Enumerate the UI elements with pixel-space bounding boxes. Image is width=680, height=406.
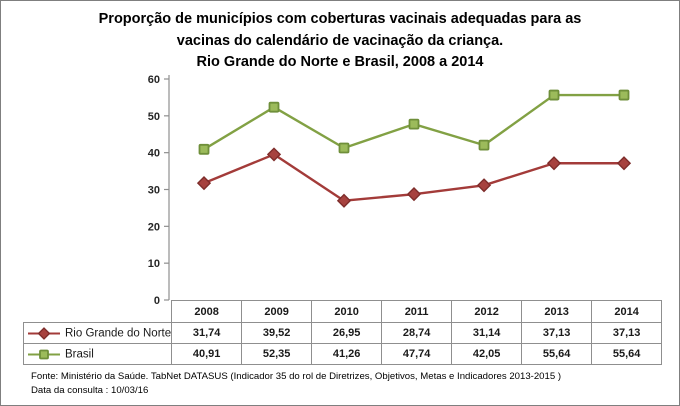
y-axis-tick-label: 40: [148, 148, 160, 160]
series-marker-rio-grande-do-norte-diamond: [266, 147, 282, 162]
value-cell: 37,13: [591, 322, 663, 344]
value-cell: 52,35: [241, 343, 313, 365]
y-axis-tick-label: 20: [148, 221, 160, 233]
series-marker-brasil-square: [478, 139, 490, 151]
chart-title-line-3: Rio Grande do Norte e Brasil, 2008 a 201…: [196, 54, 484, 70]
series-marker-brasil-square: [39, 349, 49, 359]
table-header-row: 2008 2009 2010 2011 2012 2013 2014: [24, 300, 663, 323]
series-marker-brasil-square: [338, 142, 350, 154]
data-table: 2008 2009 2010 2011 2012 2013 2014 Rio Grande d…: [22, 300, 663, 365]
value-cell: 40,91: [171, 343, 243, 365]
y-axis-tick-label: 60: [148, 74, 160, 86]
series-marker-rio-grande-do-norte-diamond: [196, 175, 212, 191]
value-cell: 26,95: [311, 322, 383, 344]
brasil-legend-marker-icon: [28, 349, 60, 359]
rio-grande-do-norte-legend-marker-icon: [28, 326, 60, 340]
year-header-cell: 2012: [451, 300, 523, 323]
series-line-brasil: [203, 93, 624, 151]
value-cell: 31,74: [171, 322, 243, 344]
series-marker-brasil-square: [268, 101, 280, 113]
value-cell: 42,05: [451, 343, 523, 365]
y-axis-tick-label: 10: [148, 258, 160, 270]
footer-date: Data da consulta : 10/03/16: [31, 385, 149, 396]
y-axis-tick-label: 30: [148, 185, 160, 197]
series-marker-brasil-square: [618, 89, 630, 101]
value-cell: 37,13: [521, 322, 593, 344]
series-marker-rio-grande-do-norte-diamond: [616, 156, 632, 171]
footer-source: Fonte: Ministério da Saúde. TabNet DATAS…: [31, 371, 562, 382]
table-row-rio-grande-do-norte: Rio Grande do Norte 31,74 39,52 26,95 28,74 3…: [22, 322, 663, 344]
series-marker-rio-grande-do-norte-diamond: [336, 193, 352, 208]
legend-label: Rio Grande do Norte: [65, 327, 172, 339]
value-cell: 39,52: [241, 322, 313, 344]
chart-title-line-1: Proporção de municípios com coberturas v…: [98, 11, 582, 27]
legend-label: Brasil: [65, 348, 94, 360]
series-marker-rio-grande-do-norte-diamond: [476, 178, 492, 193]
value-cell: 28,74: [381, 322, 453, 344]
legend-cell-brasil: Brasil: [22, 343, 173, 365]
series-marker-brasil-square: [408, 118, 420, 130]
year-header-cell: 2009: [241, 300, 313, 323]
series-marker-brasil-square: [548, 89, 560, 101]
chart-title: Proporção de municípios com coberturas v…: [1, 9, 679, 74]
value-cell: 47,74: [381, 343, 453, 365]
year-header-cell: 2013: [521, 300, 593, 323]
value-cell: 41,26: [311, 343, 383, 365]
table-corner-spacer: [24, 301, 172, 323]
year-header-cell: 2010: [311, 300, 383, 323]
series-marker-rio-grande-do-norte-diamond: [406, 187, 422, 202]
series-marker-brasil-square: [198, 143, 210, 155]
series-marker-rio-grande-do-norte-diamond: [546, 156, 562, 171]
series-marker-rio-grande-do-norte-diamond: [37, 326, 51, 340]
y-axis-tick-label: 50: [148, 111, 160, 123]
value-cell: 55,64: [591, 343, 663, 365]
year-header-cell: 2011: [381, 300, 453, 323]
value-cell: 55,64: [521, 343, 593, 365]
chart-footer: Fonte: Ministério da Saúde. TabNet DATAS…: [31, 370, 561, 398]
table-row-brasil: Brasil 40,91 52,35 41,26 47,74 42,05 55,64 55,6…: [22, 343, 663, 365]
value-cell: 31,14: [451, 322, 523, 344]
series-line-rio-grande-do-norte: [203, 153, 624, 202]
year-header-cell: 2008: [171, 300, 243, 323]
year-header-cell: 2014: [591, 300, 663, 323]
legend-cell-rio-grande-do-norte: Rio Grande do Norte: [22, 322, 173, 344]
chart-title-line-2: vacinas do calendário de vacinação da cr…: [176, 32, 504, 49]
